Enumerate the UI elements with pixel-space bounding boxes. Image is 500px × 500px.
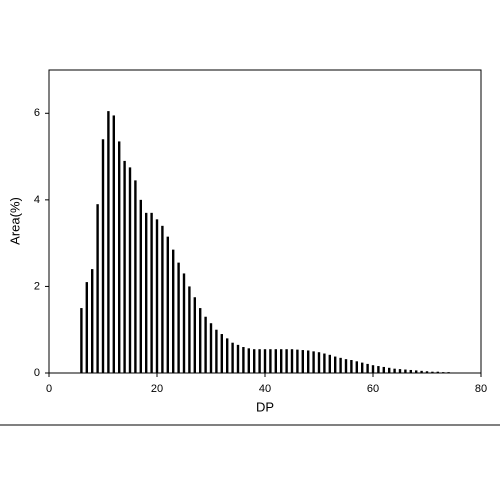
y-tick-label: 0 bbox=[34, 367, 40, 379]
bar bbox=[280, 349, 283, 373]
bar bbox=[101, 139, 105, 373]
bar bbox=[253, 349, 256, 373]
bar bbox=[199, 308, 202, 373]
bar bbox=[150, 212, 153, 373]
bar bbox=[80, 308, 83, 373]
bar bbox=[107, 111, 110, 373]
x-tick-label: 80 bbox=[475, 383, 487, 395]
bar bbox=[274, 349, 277, 373]
bar bbox=[398, 369, 402, 373]
bar bbox=[231, 342, 234, 373]
bar bbox=[263, 349, 267, 373]
bar bbox=[91, 269, 94, 373]
y-tick-label: 2 bbox=[34, 280, 40, 292]
bar bbox=[209, 323, 213, 373]
bar bbox=[307, 350, 310, 373]
bar bbox=[431, 371, 434, 373]
bar bbox=[226, 338, 229, 373]
bar bbox=[247, 348, 250, 373]
bar bbox=[236, 344, 240, 373]
bar bbox=[361, 362, 364, 373]
bar bbox=[242, 347, 245, 373]
bar bbox=[366, 363, 369, 373]
bar bbox=[447, 372, 450, 373]
bar bbox=[188, 286, 191, 373]
x-tick-label: 0 bbox=[46, 383, 52, 395]
y-tick-label: 4 bbox=[34, 194, 40, 206]
bar bbox=[355, 361, 358, 373]
bar bbox=[155, 219, 159, 373]
bar bbox=[382, 366, 385, 373]
bar bbox=[317, 352, 321, 373]
bar bbox=[166, 236, 169, 373]
bar bbox=[269, 349, 272, 373]
bar bbox=[371, 365, 375, 373]
bar bbox=[393, 368, 396, 373]
bar bbox=[220, 334, 223, 373]
bar bbox=[377, 366, 380, 373]
bar bbox=[215, 329, 218, 373]
bar bbox=[334, 356, 337, 373]
bar bbox=[123, 160, 126, 373]
bar bbox=[96, 204, 99, 373]
bar bbox=[85, 282, 88, 373]
x-tick-label: 20 bbox=[151, 383, 163, 395]
bar bbox=[420, 370, 423, 373]
bar bbox=[139, 199, 142, 373]
bar bbox=[128, 167, 132, 373]
bar bbox=[339, 357, 342, 373]
y-tick-label: 6 bbox=[34, 107, 40, 119]
bar bbox=[436, 371, 439, 373]
bar bbox=[134, 180, 137, 373]
bar bbox=[161, 225, 164, 373]
bar bbox=[204, 316, 207, 373]
bar bbox=[404, 369, 407, 373]
bar bbox=[350, 360, 353, 373]
bar bbox=[323, 353, 326, 373]
bar bbox=[285, 349, 288, 373]
bar bbox=[177, 262, 180, 373]
bar bbox=[193, 297, 196, 373]
bar bbox=[118, 141, 121, 373]
bar bbox=[328, 354, 331, 373]
bar bbox=[415, 370, 418, 373]
x-tick-label: 60 bbox=[367, 383, 379, 395]
bar bbox=[301, 350, 304, 373]
bar bbox=[425, 371, 429, 373]
bar bbox=[145, 212, 148, 373]
bar bbox=[442, 372, 445, 373]
bar bbox=[290, 349, 294, 373]
bar bbox=[409, 369, 412, 373]
bar bbox=[258, 349, 261, 373]
bar bbox=[388, 367, 391, 373]
bar bbox=[112, 115, 115, 373]
bar bbox=[182, 273, 186, 373]
x-axis-label: DP bbox=[256, 399, 274, 414]
bar bbox=[172, 249, 175, 373]
x-tick-label: 40 bbox=[259, 383, 271, 395]
y-axis-label: Area(%) bbox=[7, 197, 22, 245]
bar bbox=[296, 349, 299, 373]
bar bbox=[312, 351, 315, 373]
bar bbox=[344, 359, 348, 373]
